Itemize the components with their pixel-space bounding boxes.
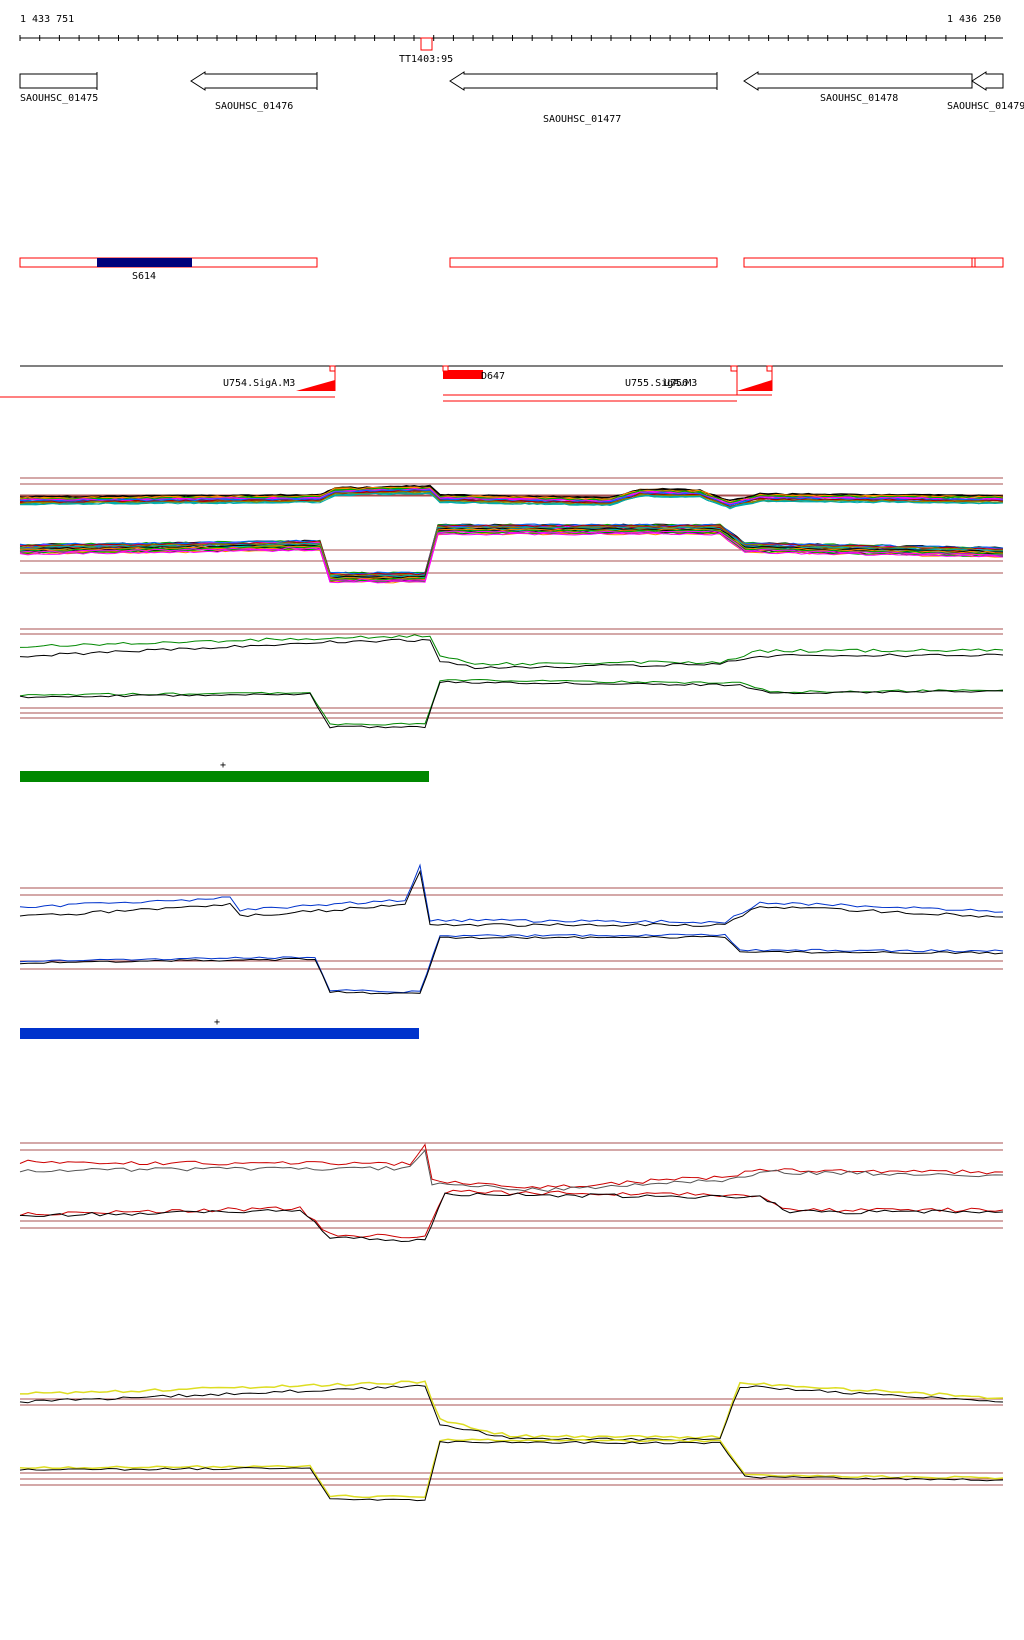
gene-track: SAOUHSC_01475 SAOUHSC_01476 SAOUHSC_0147… (19, 71, 1024, 125)
expression-track-all-conditions (19, 477, 1004, 584)
expression-line (19, 490, 1004, 509)
expression-line (19, 529, 1004, 581)
expression-line (19, 935, 1004, 995)
gene-label: SAOUHSC_01478 (820, 93, 898, 104)
expression-track-green (19, 628, 1004, 729)
expression-line (19, 531, 1004, 583)
expression-line (19, 530, 1004, 582)
expression-line (19, 1440, 1004, 1502)
expression-line (19, 532, 1004, 584)
expression-track-yellow (19, 1380, 1004, 1502)
expression-line (19, 634, 1004, 666)
expression-line (19, 1149, 1004, 1192)
transcript-label: U755.SigA.M3 (625, 378, 697, 389)
coordinate-ruler: 1 433 751 1 436 250 TT1403:95 (19, 14, 1003, 65)
expression-line (19, 1438, 1004, 1499)
expression-line (19, 1384, 1004, 1442)
expression-line (19, 487, 1004, 504)
expression-line (19, 869, 1004, 927)
transcript-track: U754.SigA.M3 D647 U755.SigA.M3 U756 (0, 365, 1003, 402)
terminator-marker[interactable] (420, 37, 433, 51)
expression-track-blue (19, 863, 1004, 995)
expression-line (19, 487, 1004, 505)
expression-line (19, 532, 1004, 584)
ruler-ticks (19, 35, 986, 41)
gene-saouhsc-01475[interactable]: SAOUHSC_01475 (19, 72, 98, 104)
terminator-label[interactable]: TT1403:95 (399, 54, 453, 65)
segment-label: S614 (132, 271, 156, 282)
gene-saouhsc-01476[interactable]: SAOUHSC_01476 (190, 71, 318, 112)
expression-line (19, 638, 1004, 670)
enrichment-bar-label: + (220, 760, 226, 771)
segment[interactable] (449, 257, 718, 268)
transcript-start-marker (442, 365, 449, 372)
expression-line (19, 680, 1004, 729)
expression-line (19, 863, 1004, 924)
expression-line (19, 933, 1004, 994)
transcript-label: D647 (481, 371, 505, 382)
transcript-label: U754.SigA.M3 (223, 378, 295, 389)
enrichment-bar-label: + (214, 1017, 220, 1028)
gene-saouhsc-01479[interactable]: SAOUHSC_01479 (947, 71, 1024, 112)
expression-line (19, 492, 1004, 508)
expression-line (19, 529, 1004, 581)
transcript-block[interactable] (443, 370, 483, 379)
promoter-wedge[interactable] (737, 380, 772, 391)
transcript-label: U756 (664, 378, 688, 389)
expression-track-red (19, 1142, 1004, 1243)
segment-highlight[interactable] (97, 258, 192, 267)
gene-label: SAOUHSC_01476 (215, 101, 293, 112)
segment[interactable] (743, 257, 1004, 268)
transcript-start-marker (766, 365, 773, 372)
start-coordinate: 1 433 751 (20, 14, 74, 25)
transcript-start-marker (329, 365, 336, 372)
expression-line (19, 524, 1004, 576)
gene-label: SAOUHSC_01477 (543, 114, 621, 125)
expression-line (20, 1380, 1004, 1440)
segment-track: S614 (19, 257, 1004, 282)
expression-line (19, 525, 1004, 577)
expression-line (19, 1143, 1004, 1189)
gene-label: SAOUHSC_01475 (20, 93, 98, 104)
transcript-start-marker (730, 365, 738, 372)
expression-line (19, 1192, 1004, 1243)
end-coordinate: 1 436 250 (947, 14, 1001, 25)
expression-line (19, 490, 1004, 508)
gene-saouhsc-01477[interactable]: SAOUHSC_01477 (449, 71, 718, 125)
enrichment-bar-blue[interactable] (20, 1028, 419, 1039)
promoter-wedge[interactable] (296, 380, 335, 391)
expression-line (19, 528, 1004, 580)
gene-saouhsc-01478[interactable]: SAOUHSC_01478 (743, 71, 973, 104)
expression-line (19, 531, 1003, 583)
gene-label: SAOUHSC_01479 (947, 101, 1024, 112)
enrichment-bar-green[interactable] (20, 771, 429, 782)
expression-line (19, 523, 1003, 575)
